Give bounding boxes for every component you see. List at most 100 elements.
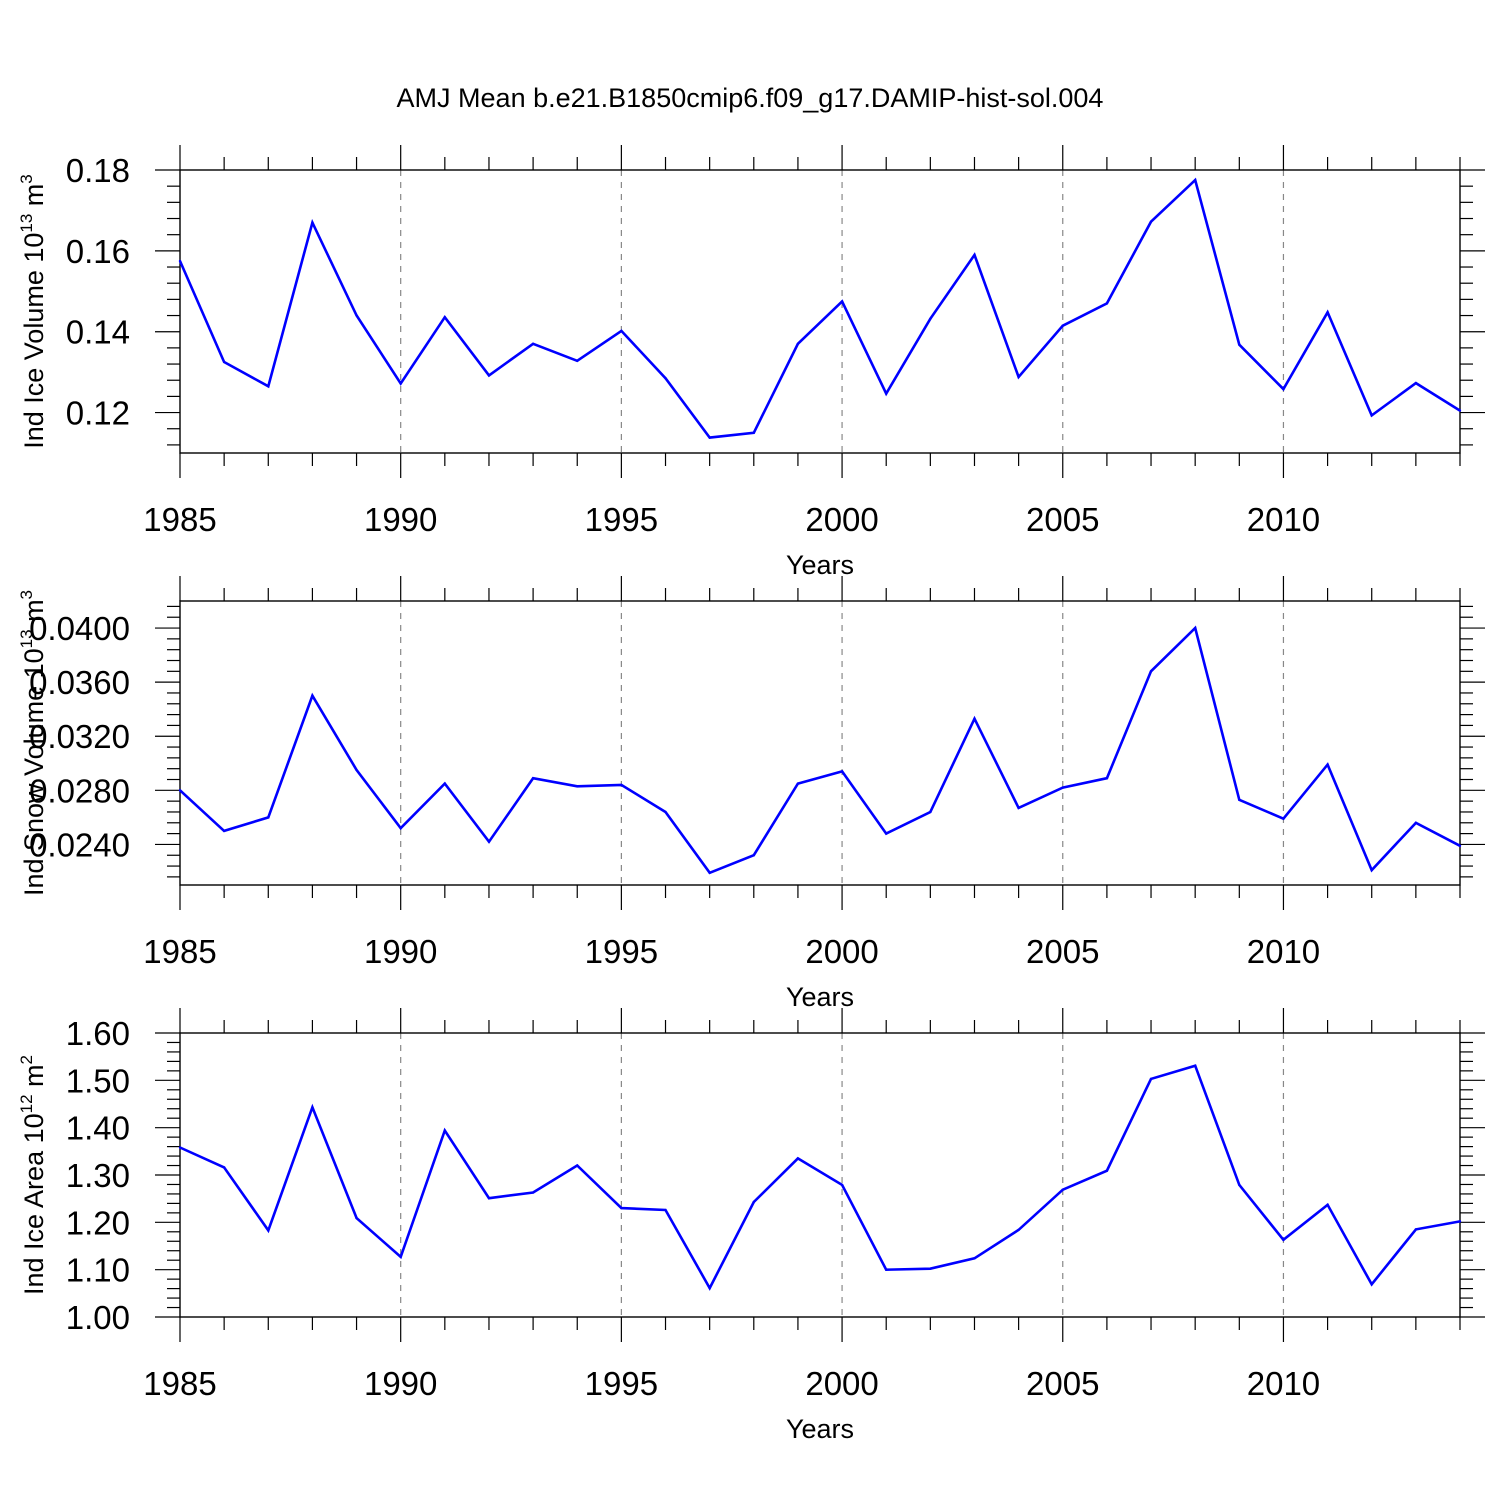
data-point	[178, 259, 182, 263]
data-point	[178, 1146, 182, 1149]
data-point	[1061, 324, 1064, 327]
data-point	[840, 1183, 844, 1187]
data-point	[311, 694, 314, 697]
y-axis-label-unit: m	[19, 184, 49, 214]
data-point	[1414, 381, 1418, 385]
data-point	[1458, 409, 1462, 412]
data-point	[1105, 1169, 1109, 1172]
data-point	[796, 782, 800, 785]
data-point	[399, 382, 402, 385]
data-point	[1370, 868, 1373, 872]
data-point	[443, 782, 447, 785]
x-tick-label: 2000	[805, 501, 878, 538]
data-point	[355, 768, 358, 772]
y-axis-label: Ind Snow Volume 1013 m3	[17, 590, 49, 896]
y-tick-label: 0.0320	[29, 718, 130, 755]
data-point	[487, 840, 491, 843]
x-tick-label: 2010	[1247, 1365, 1320, 1402]
data-point	[443, 1129, 447, 1132]
y-tick-label: 0.18	[66, 152, 130, 189]
y-axis-label: Ind Ice Volume 1013 m3	[17, 174, 49, 449]
data-point	[1282, 1238, 1285, 1242]
data-point	[1370, 1283, 1373, 1286]
y-axis-label-exponent: 12	[17, 1094, 36, 1113]
data-point	[752, 1200, 755, 1204]
panel-1: 1985 1990 1995 2000 2005 2010 0.12 0.14 0.16 0.18…	[17, 145, 1485, 580]
data-point	[311, 1106, 314, 1109]
data-point	[311, 221, 314, 224]
data-point	[796, 342, 800, 346]
series-line	[179, 1064, 1461, 1291]
plot-frame	[179, 169, 1461, 454]
data-point	[576, 1164, 579, 1167]
data-point	[267, 1229, 270, 1232]
y-tick-label: 0.0280	[29, 772, 130, 809]
y-tick-label: 1.40	[66, 1110, 130, 1147]
data-point	[708, 436, 711, 439]
data-point	[355, 314, 358, 317]
x-tick-label: 2000	[805, 933, 878, 970]
data-point	[222, 1166, 226, 1169]
data-point	[708, 1286, 711, 1290]
data-point	[487, 1196, 491, 1200]
data-point	[1282, 817, 1285, 820]
y-tick-label: 0.12	[66, 395, 130, 432]
data-point	[576, 359, 579, 363]
y-axis-label-text: Ind Ice Area 10	[19, 1113, 49, 1295]
data-point	[531, 342, 535, 346]
y-tick-label: 1.20	[66, 1204, 130, 1241]
y-axis-label-unit-exponent: 3	[17, 174, 36, 183]
data-point	[1238, 1183, 1241, 1187]
data-point	[973, 1257, 976, 1260]
data-point	[840, 770, 844, 773]
y-tick-label: 0.0360	[29, 664, 130, 701]
y-tick-label: 1.50	[66, 1062, 130, 1099]
data-point	[178, 789, 182, 792]
data-point	[1326, 311, 1329, 314]
data-point	[1017, 806, 1020, 810]
y-tick-label: 1.60	[66, 1015, 130, 1052]
data-point	[973, 253, 976, 257]
data-point	[796, 1157, 800, 1160]
y-tick-label: 0.0400	[29, 610, 130, 647]
data-point	[1326, 1203, 1329, 1207]
data-point	[1149, 1077, 1153, 1081]
data-point	[752, 854, 755, 857]
data-point	[885, 832, 888, 835]
data-point	[1414, 1228, 1418, 1231]
data-point	[1105, 776, 1109, 780]
data-point	[1282, 387, 1285, 391]
data-point	[1061, 786, 1064, 789]
data-point	[1061, 1188, 1064, 1191]
data-point	[222, 829, 226, 833]
y-axis-label-exponent: 13	[17, 629, 36, 648]
data-point	[267, 385, 270, 388]
data-point	[1326, 763, 1329, 766]
data-point	[1017, 375, 1020, 379]
data-point	[929, 810, 932, 814]
data-point	[222, 360, 226, 364]
data-point	[1238, 798, 1241, 801]
x-tick-label: 1985	[143, 933, 216, 970]
series-line	[179, 625, 1461, 875]
x-axis-label: Years	[786, 550, 854, 580]
y-tick-label: 0.14	[66, 314, 130, 351]
data-point	[1193, 178, 1197, 182]
y-axis-label-text: Ind Ice Volume 10	[19, 233, 49, 449]
x-tick-label: 2005	[1026, 1365, 1099, 1402]
y-axis-label-unit-exponent: 2	[17, 1055, 36, 1064]
data-point	[664, 810, 667, 814]
data-point	[664, 1208, 667, 1212]
data-point	[973, 717, 976, 720]
data-point	[399, 827, 402, 830]
data-point	[1193, 626, 1197, 630]
y-tick-label: 1.30	[66, 1157, 130, 1194]
data-point	[708, 871, 711, 875]
data-point	[752, 431, 755, 434]
x-tick-label: 2000	[805, 1365, 878, 1402]
x-tick-label: 1985	[143, 501, 216, 538]
data-point	[399, 1255, 402, 1259]
data-point	[355, 1216, 358, 1220]
